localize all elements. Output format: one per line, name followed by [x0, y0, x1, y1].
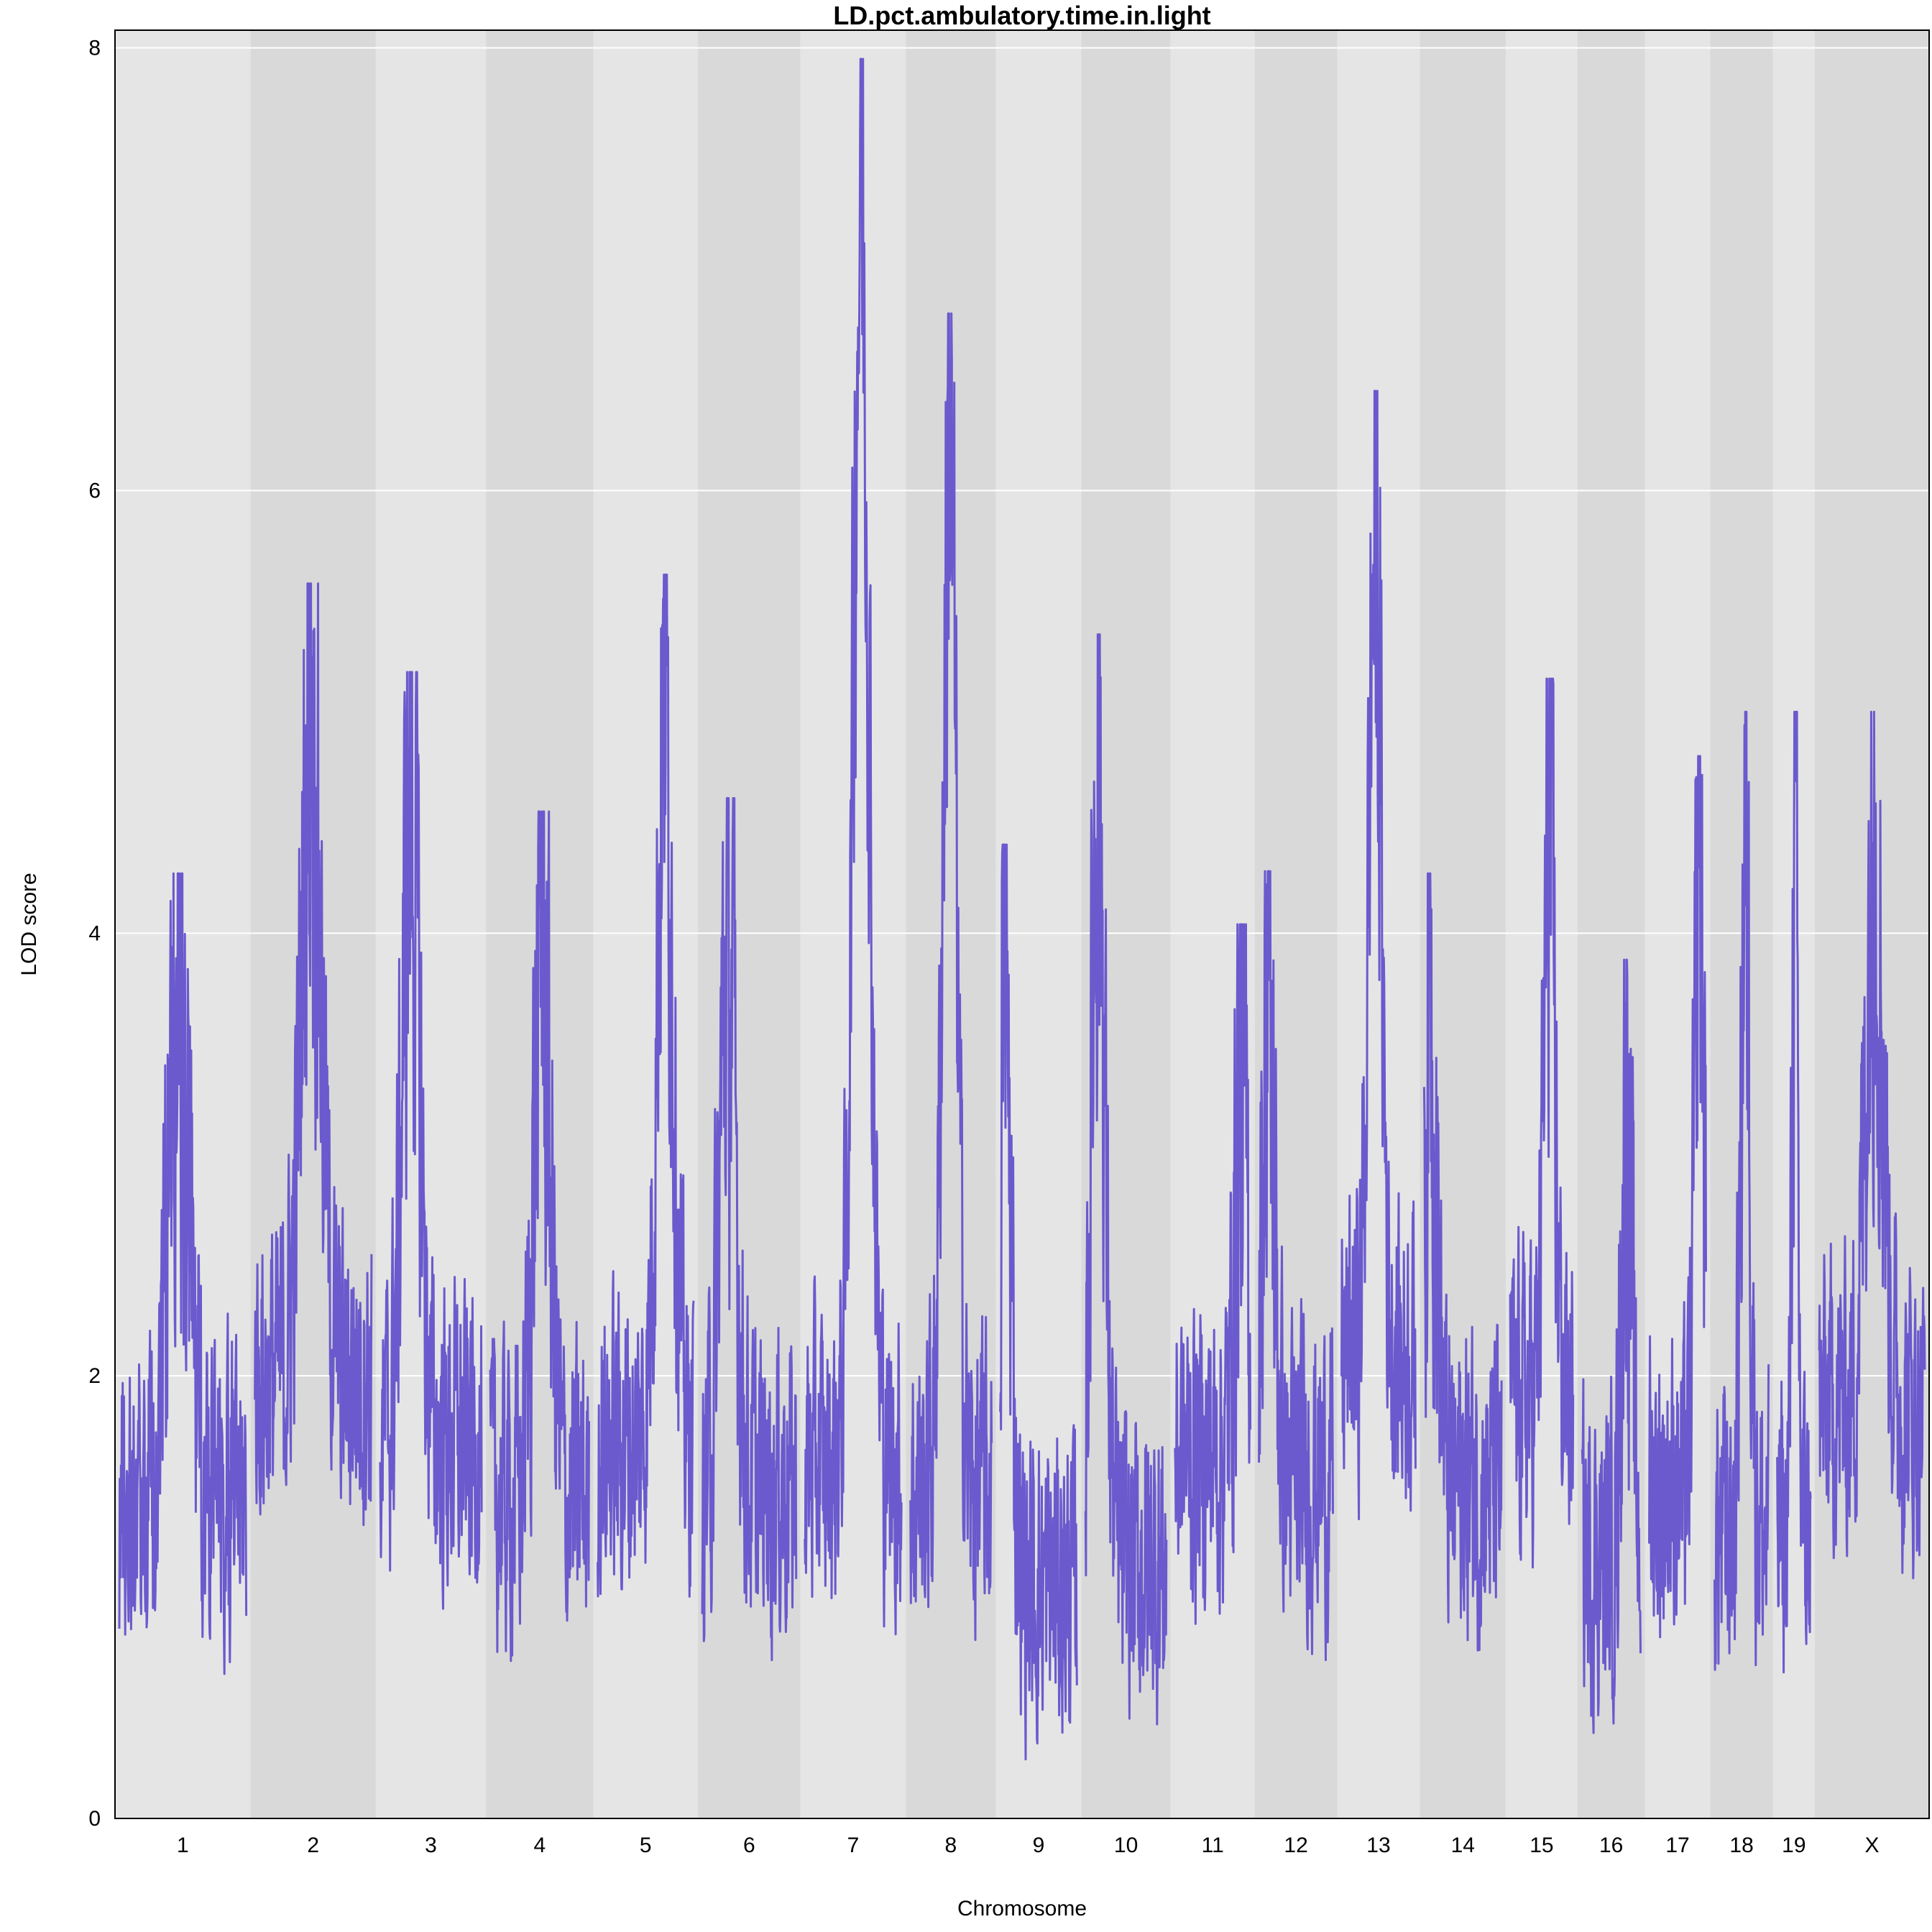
- x-tick-label-chr-16: 16: [1599, 1834, 1623, 1857]
- band-chr-3: [375, 30, 487, 1818]
- lod-line-chr-9: [999, 843, 1078, 1761]
- lod-line-chr-X: [1818, 710, 1926, 1580]
- x-tick-label-chr-18: 18: [1729, 1834, 1753, 1857]
- lod-series: [118, 58, 1926, 1761]
- lod-line-chr-3: [379, 671, 483, 1610]
- x-tick-label-chr-4: 4: [533, 1834, 546, 1857]
- y-axis: 0 2 4 6 8: [88, 37, 101, 1831]
- y-tick-label: 6: [88, 479, 101, 502]
- y-tick-label: 4: [88, 921, 101, 945]
- lod-line-chr-13: [1340, 390, 1417, 1521]
- lod-line-chr-2: [254, 582, 373, 1527]
- lod-line-chr-6: [701, 797, 798, 1662]
- x-tick-label-chr-8: 8: [945, 1834, 957, 1857]
- x-tick-label-chr-X: X: [1865, 1834, 1880, 1857]
- plot-frame: [114, 29, 1930, 1819]
- y-tick-label: 2: [88, 1364, 101, 1388]
- lod-line-chr-15: [1509, 677, 1575, 1569]
- lod-line-chr-1: [118, 872, 248, 1675]
- x-tick-label-chr-2: 2: [307, 1834, 319, 1857]
- lod-line-chr-11: [1174, 923, 1252, 1625]
- x-axis-label: Chromosome: [957, 1897, 1087, 1920]
- x-tick-label-chr-13: 13: [1366, 1834, 1390, 1857]
- x-tick-label-chr-15: 15: [1530, 1834, 1553, 1857]
- x-tick-label-chr-1: 1: [177, 1834, 189, 1857]
- grid-lines: [115, 47, 1929, 1377]
- lod-line-chr-16: [1581, 958, 1642, 1734]
- y-tick-label: 0: [88, 1807, 101, 1831]
- lod-line-chr-12: [1258, 870, 1334, 1662]
- lod-line-chr-18: [1714, 710, 1770, 1671]
- lod-line-chr-19: [1776, 710, 1812, 1674]
- x-tick-label-chr-17: 17: [1665, 1834, 1689, 1857]
- lod-line-chr-14: [1422, 872, 1503, 1652]
- x-tick-label-chr-10: 10: [1114, 1834, 1138, 1857]
- x-tick-label-chr-19: 19: [1782, 1834, 1806, 1857]
- x-axis: 1 2 3 4 5 6 7 8 9 10 11 12 13 14 15 16 17 18 19 X: [177, 1834, 1880, 1857]
- lod-line-chr-8: [908, 312, 993, 1642]
- lod-line-chr-10: [1084, 633, 1168, 1726]
- x-tick-label-chr-12: 12: [1284, 1834, 1307, 1857]
- x-tick-label-chr-14: 14: [1451, 1834, 1475, 1857]
- y-axis-label: LOD score: [17, 873, 41, 975]
- band-chr-15: [1506, 30, 1578, 1818]
- x-tick-label-chr-11: 11: [1202, 1834, 1224, 1857]
- x-tick-label-chr-7: 7: [847, 1834, 860, 1857]
- lod-line-chr-7: [804, 58, 903, 1636]
- chart-title: LD.pct.ambulatory.time.in.light: [833, 1, 1210, 30]
- lod-line-chr-4: [489, 810, 590, 1662]
- lod-line-chr-17: [1648, 755, 1707, 1639]
- x-tick-label-chr-3: 3: [425, 1834, 437, 1857]
- x-tick-label-chr-9: 9: [1033, 1834, 1045, 1857]
- lod-line-chr-5: [597, 574, 695, 1598]
- x-tick-label-chr-5: 5: [640, 1834, 652, 1857]
- x-tick-label-chr-6: 6: [743, 1834, 755, 1857]
- y-tick-label: 8: [88, 37, 101, 60]
